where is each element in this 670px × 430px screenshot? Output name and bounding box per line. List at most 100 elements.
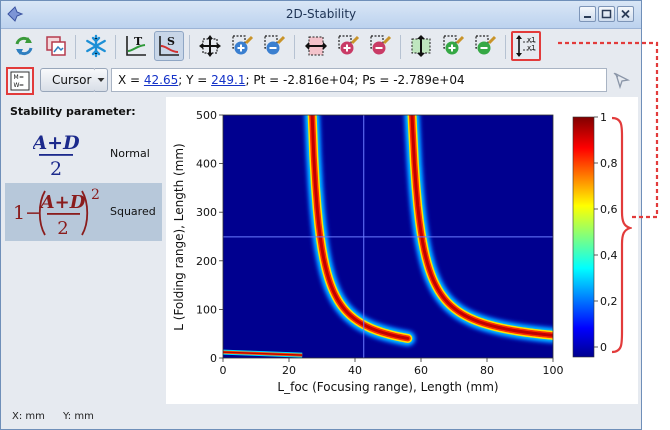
option-squared-label: Squared (110, 205, 156, 218)
zoom-in-both-icon (232, 35, 254, 55)
snowflake-icon (86, 34, 106, 58)
plot-s-icon: S (159, 35, 179, 56)
toolbar-separator (75, 35, 76, 59)
pan-all-button[interactable] (195, 31, 225, 61)
x-tick-label: 100 (543, 364, 564, 377)
stability-ridge-2 (410, 115, 553, 337)
zoom-out-both-button[interactable] (260, 31, 290, 61)
chevron-down-icon (97, 78, 105, 82)
formula-squared-denominator: 2 (57, 218, 68, 239)
cursor-readout: X = 42.65; Y = 249.1; Pt = -2.816e+04; P… (111, 68, 607, 92)
formula-toggle-button[interactable]: M = W = (6, 67, 34, 95)
cursor-mode-button[interactable]: Cursor (40, 68, 96, 92)
app-window: 2D-Stability (0, 0, 642, 430)
colorbar-tick-label: 1 (600, 111, 607, 124)
formula-list-icon: M = W = (10, 71, 30, 91)
x-value-link[interactable]: 42.65 (143, 73, 179, 87)
zoom-in-both-button[interactable] (228, 31, 258, 61)
crosshair-cursor (223, 115, 553, 358)
readout-rest: ; Pt = -2.816e+04; Ps = -2.789e+04 (245, 73, 465, 87)
toolbar-separator (189, 35, 190, 59)
formula-minus: − (25, 202, 41, 224)
annotation-dash-connector (558, 41, 659, 219)
plot-t-button[interactable]: T (121, 31, 151, 61)
option-squared[interactable]: 1 − A+D 2 2 Squared (5, 183, 162, 241)
zoom-in-vertical-button[interactable] (439, 31, 469, 61)
plot-area: 0 20 40 60 80 100 0 100 200 300 400 500 L_foc (Focu… (166, 97, 638, 404)
y-value-link[interactable]: 249.1 (211, 73, 246, 87)
x-tick-label: 80 (480, 364, 494, 377)
toolbar-separator (294, 35, 295, 59)
zoom-in-horizontal-icon (338, 35, 360, 55)
y-prefix: ; Y = (178, 73, 212, 87)
plot-s-button[interactable]: S (154, 31, 184, 61)
y-tick-label: 400 (196, 158, 217, 171)
zoom-out-vertical-button[interactable] (471, 31, 501, 61)
app-logo-icon (7, 6, 24, 22)
colorbar-tick-label: 0,2 (600, 295, 618, 308)
zoom-out-horizontal-button[interactable] (366, 31, 396, 61)
y-axis-label: L (Folding range), Length (mm) (172, 143, 186, 330)
stability-parameter-panel: Stability parameter: A+D 2 Normal 1 − A+… (2, 97, 163, 403)
formula-numerator: A+D (33, 132, 80, 154)
main-toolbar: T S (1, 29, 641, 63)
zoom-out-vertical-icon (475, 35, 497, 55)
x-tick-label: 40 (348, 364, 362, 377)
stability-strip (223, 351, 303, 356)
maximize-button[interactable] (598, 6, 615, 22)
panel-title: Stability parameter: (10, 105, 136, 118)
svg-text:W: W (14, 82, 20, 89)
formula-denominator: 2 (50, 158, 62, 180)
minimize-button[interactable] (579, 6, 596, 22)
window-title: 2D-Stability (285, 7, 357, 21)
svg-text:T: T (134, 35, 143, 48)
x-prefix: X = (118, 73, 144, 87)
stability-heatmap-chart[interactable]: 0 20 40 60 80 100 0 100 200 300 400 500 L_foc (Focu… (166, 97, 638, 404)
toolbar-separator (115, 35, 116, 59)
x-axis-label: L_foc (Focusing range), Length (mm) (277, 380, 498, 394)
cursor-bar: M = W = Cursor X = 42.65; Y = 249.1; Pt … (1, 65, 641, 97)
formula-normal-icon: A+D 2 (33, 132, 80, 180)
pan-horizontal-button[interactable] (301, 31, 331, 61)
axes: 0 20 40 60 80 100 0 100 200 300 400 500 (196, 109, 564, 377)
cursor-mode-dropdown[interactable] (95, 68, 108, 92)
colorbar-tick-label: 0,8 (600, 157, 618, 170)
colorbar (572, 116, 595, 358)
heatmap-ridges (223, 115, 553, 358)
zoom-in-vertical-icon (443, 35, 465, 55)
zoom-out-both-icon (264, 35, 286, 55)
y-tick-label: 200 (196, 255, 217, 268)
svg-text:=: = (19, 74, 24, 81)
colorbar-tick-label: 0,4 (600, 249, 618, 262)
y-tick-label: 500 (196, 109, 217, 122)
svg-text:S: S (167, 35, 175, 48)
freeze-button[interactable] (81, 31, 111, 61)
annotation-brace (611, 116, 632, 354)
pin-cursor-icon[interactable] (612, 71, 632, 91)
formula-squared-numerator: A+D (39, 192, 86, 213)
stability-ridge-1 (310, 115, 410, 340)
option-normal[interactable]: A+D 2 Normal (5, 125, 162, 183)
zoom-in-horizontal-button[interactable] (334, 31, 364, 61)
y-tick-label: 0 (210, 352, 217, 365)
toolbar-separator (400, 35, 401, 59)
refresh-icon (15, 36, 33, 56)
pan-horizontal-icon (305, 36, 327, 56)
copy-image-button[interactable] (41, 31, 71, 61)
pan-vertical-icon (411, 35, 431, 57)
formula-one: 1 (13, 202, 25, 224)
svg-text:M: M (14, 74, 19, 81)
refresh-button[interactable] (9, 31, 39, 61)
axis-scale-button[interactable]: x1 x1 (511, 31, 541, 61)
y-tick-label: 300 (196, 206, 217, 219)
close-button[interactable] (617, 6, 634, 22)
svg-text:x1: x1 (527, 44, 536, 52)
svg-text:x1: x1 (527, 36, 536, 44)
formula-squared-icon: 1 − A+D 2 2 (13, 187, 100, 239)
title-bar: 2D-Stability (1, 1, 641, 29)
option-normal-label: Normal (110, 147, 150, 160)
y-tick-label: 100 (196, 303, 217, 316)
pan-vertical-button[interactable] (406, 31, 436, 61)
toolbar-separator (505, 35, 506, 59)
y-unit-status: Y: mm (63, 411, 94, 422)
